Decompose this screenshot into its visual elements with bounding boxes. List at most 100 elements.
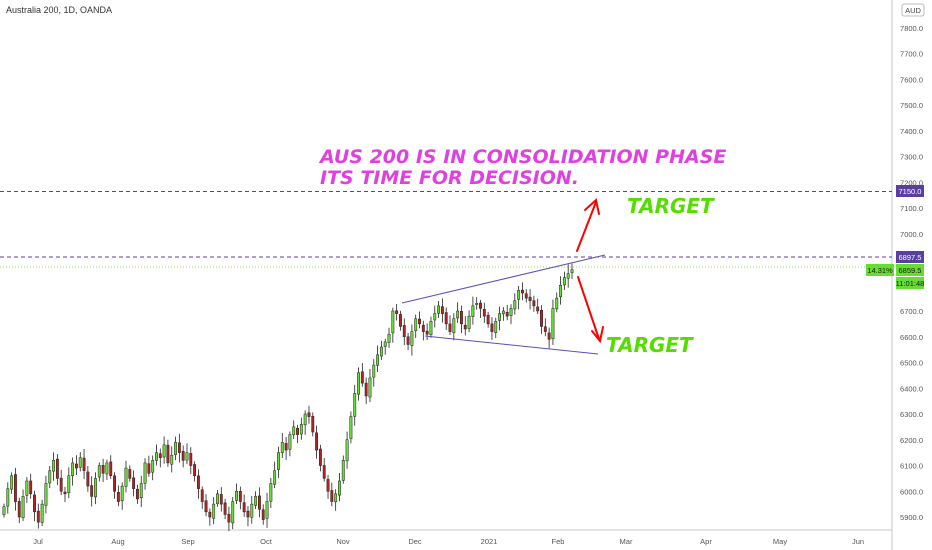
candle-up <box>387 333 391 343</box>
candle-down <box>74 463 78 469</box>
x-tick-label: Jun <box>852 537 864 546</box>
candle-up <box>562 277 566 286</box>
candle-down <box>505 312 509 317</box>
candle-up <box>277 452 280 470</box>
svg-text:11:01:48: 11:01:48 <box>896 279 925 288</box>
price-tag-7150: 7150.0 <box>896 185 924 197</box>
candle-down <box>86 471 90 487</box>
y-tick-label: 6500.0 <box>900 359 923 368</box>
candle-down <box>200 489 204 502</box>
candle-down <box>460 311 463 325</box>
candle-up <box>410 331 414 346</box>
svg-text:6859.5: 6859.5 <box>899 266 922 275</box>
currency-button[interactable]: AUD <box>901 3 925 17</box>
y-tick-label: 7600.0 <box>900 75 923 84</box>
candle-up <box>235 491 238 501</box>
candle-down <box>311 416 315 433</box>
candle-down <box>547 332 551 340</box>
candle-down <box>208 511 212 518</box>
annotation-line1: AUS 200 IS IN CONSOLIDATION PHASE <box>318 146 726 168</box>
y-tick-label: 6400.0 <box>900 384 923 393</box>
candle-down <box>257 495 261 510</box>
lower-trendline[interactable] <box>424 335 599 355</box>
candle-up <box>273 470 277 485</box>
y-tick-label: 6000.0 <box>900 487 923 496</box>
candle-up <box>265 501 269 519</box>
svg-text:6897.5: 6897.5 <box>899 253 922 262</box>
x-tick-label: Nov <box>336 537 350 546</box>
plot-area[interactable] <box>0 0 892 530</box>
svg-text:7150.0: 7150.0 <box>899 187 922 196</box>
candle-down <box>540 309 543 327</box>
candle-down <box>326 479 330 492</box>
y-tick-label: 7300.0 <box>900 153 923 162</box>
candle-down <box>113 475 116 492</box>
candle-up <box>357 372 360 395</box>
candle-up <box>280 442 284 453</box>
candle-up <box>67 475 71 494</box>
candle-up <box>494 321 498 333</box>
y-tick-label: 7200.0 <box>900 178 923 187</box>
candle-down <box>82 457 86 471</box>
arrow-up <box>576 198 600 252</box>
candle-up <box>372 364 376 378</box>
candle-down <box>135 488 139 500</box>
candle-up <box>231 501 235 524</box>
candle-down <box>296 427 299 435</box>
candle-up <box>185 452 189 461</box>
candle-down <box>330 490 334 502</box>
candle-up <box>299 424 303 435</box>
candle-up <box>345 439 349 462</box>
candle-up <box>501 310 505 315</box>
candle-down <box>158 453 162 459</box>
target-up-label: TARGET <box>627 194 715 218</box>
upper-trendline[interactable] <box>401 254 606 304</box>
arrow-down <box>577 276 604 344</box>
x-tick-label: Jul <box>33 537 43 546</box>
candle-down <box>29 480 33 495</box>
candle-up <box>254 496 258 506</box>
candle-down <box>166 444 170 464</box>
y-tick-label: 6100.0 <box>900 462 923 471</box>
candle-down <box>242 502 246 513</box>
candle-down <box>486 314 490 325</box>
candle-up <box>48 470 52 484</box>
last-price-tag: 6859.5 <box>896 264 924 276</box>
y-tick-label: 7700.0 <box>900 50 923 59</box>
candle-up <box>78 457 82 468</box>
y-tick-label: 6600.0 <box>900 333 923 342</box>
candle-down <box>532 300 536 307</box>
x-tick-label: Oct <box>260 537 273 546</box>
candle-down <box>147 463 151 474</box>
candle-up <box>120 485 124 502</box>
candle-down <box>261 509 265 520</box>
candle-up <box>139 483 143 498</box>
candle-down <box>128 469 132 479</box>
candle-up <box>292 426 296 436</box>
x-tick-label: Apr <box>700 537 712 546</box>
candle-up <box>368 377 372 398</box>
candle-down <box>322 465 326 479</box>
candle-down <box>33 494 36 513</box>
candle-down <box>395 310 399 314</box>
candle-up <box>513 300 517 310</box>
candle-up <box>570 269 574 273</box>
change-percent-badge: 14.31% <box>866 264 894 276</box>
candle-down <box>528 296 532 301</box>
candle-up <box>10 475 14 490</box>
candle-down <box>132 477 136 489</box>
time-axis-labels: Jul Aug Sep Oct Nov Dec 2021 Feb Mar Apr May Jun <box>33 537 864 546</box>
candle-down <box>444 312 448 325</box>
candle-down <box>418 318 421 325</box>
candle-down <box>479 302 482 309</box>
candle-down <box>101 464 105 474</box>
x-tick-label: Feb <box>552 537 565 546</box>
candle-down <box>109 461 113 477</box>
target-down-label: TARGET <box>606 333 694 357</box>
candle-down <box>90 485 94 497</box>
candle-up <box>414 318 418 332</box>
svg-text:14.31%: 14.31% <box>867 266 893 275</box>
x-tick-label: Dec <box>408 537 422 546</box>
candle-up <box>143 462 147 484</box>
